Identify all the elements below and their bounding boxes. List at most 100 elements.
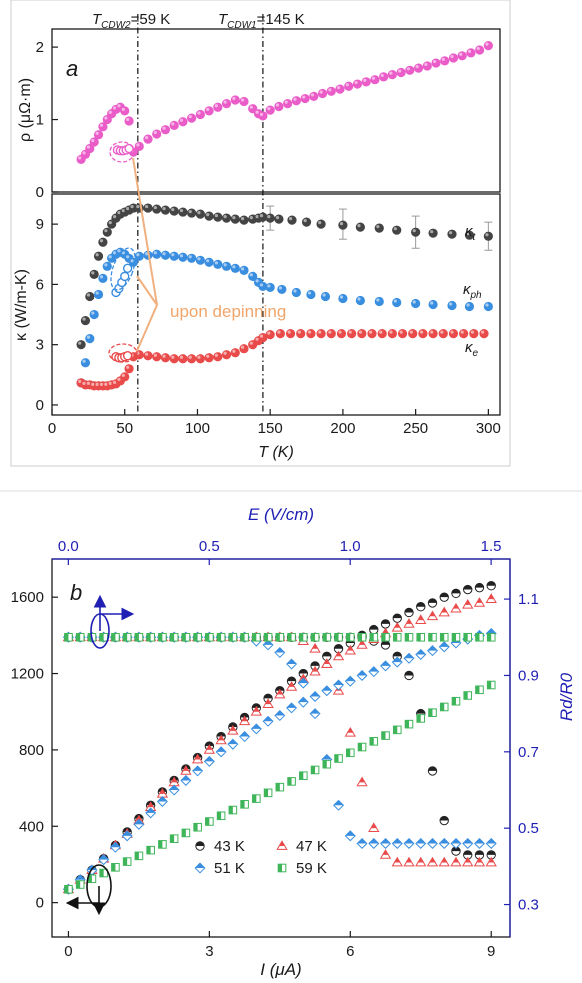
kappa-e-label: κe — [465, 339, 479, 359]
rho-point — [265, 105, 275, 115]
b-point-fill — [99, 869, 104, 877]
rho-point — [258, 111, 268, 121]
b-rd-point-fill — [287, 633, 292, 642]
kappa-point-highlight — [117, 377, 121, 381]
rho-point-highlight — [450, 54, 454, 59]
kappa-point — [221, 213, 232, 223]
rho-y-tick-label: 1 — [36, 112, 44, 129]
blue-axis-indicator — [90, 594, 135, 649]
b-rd-point-fill — [439, 838, 450, 844]
b-rd-point-fill — [487, 850, 496, 855]
kappa-point-highlight — [197, 210, 201, 215]
b-rd-point-fill — [416, 709, 425, 714]
rho-point — [134, 141, 144, 151]
kappa-point-highlight — [162, 252, 166, 256]
b-point-fill — [158, 840, 163, 849]
rho-point-highlight — [255, 110, 259, 114]
kappa-point — [408, 329, 418, 339]
kappa-point-highlight — [249, 273, 253, 277]
kappa-point-highlight — [78, 341, 82, 345]
b-point-fill — [287, 777, 292, 786]
kappa-point-highlight — [485, 233, 489, 237]
kappa-point — [204, 211, 214, 221]
b-point-fill — [286, 703, 297, 708]
b-rd-point-fill — [182, 633, 186, 642]
b-rd-point-fill — [323, 659, 331, 664]
kappa-point-highlight — [466, 303, 470, 307]
b-point-fill — [276, 689, 284, 695]
b-y2-tick-label: 0.7 — [518, 744, 539, 761]
tcdw2-label: TCDW2=59 K — [92, 11, 170, 31]
kappa-point-highlight — [99, 239, 104, 243]
rho-point-highlight — [145, 136, 149, 140]
kappa-point-highlight — [369, 330, 373, 334]
b-point-fill — [252, 794, 257, 803]
kappa-point — [230, 263, 240, 273]
kappa-point-highlight — [259, 214, 264, 218]
kappa-point-highlight — [153, 353, 157, 357]
b-point-fill — [358, 743, 363, 751]
kappa-point-highlight — [171, 253, 175, 257]
kappa-y-ticks: 0 3 6 9 — [36, 216, 58, 414]
b-point-fill — [452, 603, 460, 609]
kappa-point — [178, 207, 188, 217]
rho-point — [431, 58, 441, 68]
b-rd-point-fill — [240, 633, 245, 642]
kappa-point-highlight — [450, 330, 454, 334]
kappa-point-highlight — [86, 335, 91, 339]
b-rd-point-fill — [428, 633, 433, 642]
kappa-point-highlight — [126, 365, 130, 369]
rho-point-highlight — [197, 111, 201, 115]
b-rd-point-fill — [416, 633, 421, 642]
b-point-fill — [405, 720, 410, 728]
kappa-point-highlight — [358, 330, 363, 334]
b-point-fill — [405, 619, 413, 624]
b-point-fill — [345, 676, 356, 682]
rho-y-axis-label: ρ (μΩ·m) — [17, 78, 34, 142]
b-rd-point-fill — [64, 633, 69, 642]
kappa-point — [320, 291, 331, 302]
kappa-point-highlight — [259, 334, 264, 338]
kappa-point-highlight — [470, 330, 475, 334]
kappa-point — [160, 250, 171, 260]
b-point-fill — [216, 732, 226, 737]
kappa-point — [120, 271, 130, 282]
a-x-tick-label: 0 — [48, 420, 56, 437]
kappa-point-highlight — [339, 222, 344, 226]
kappa-point-highlight — [95, 291, 99, 295]
kappa-point-highlight — [303, 219, 307, 223]
b-point-fill — [416, 602, 425, 607]
kappa-point — [187, 208, 197, 218]
b-rd-point-fill — [357, 838, 367, 844]
rho-point-highlight — [206, 107, 210, 111]
panel-b-letter: b — [70, 580, 82, 605]
b-point-fill — [287, 676, 296, 682]
kappa-point-highlight — [328, 330, 332, 334]
kappa-point-highlight — [259, 283, 264, 287]
b-point-fill — [416, 714, 421, 723]
rho-point-highlight — [95, 131, 99, 135]
rho-point-highlight — [179, 118, 184, 122]
kappa-point-highlight — [153, 251, 157, 255]
b-rd-point-fill — [369, 633, 374, 642]
rho-point — [326, 86, 336, 96]
rho-point — [448, 53, 459, 63]
kappa-point — [213, 212, 223, 222]
b-point-fill — [428, 598, 437, 603]
rho-point — [309, 91, 319, 101]
kappa-point-highlight — [99, 275, 104, 279]
b-point-fill — [427, 645, 438, 651]
b-x2-tick-label: 1.0 — [340, 538, 361, 555]
kappa-point-highlight — [338, 330, 342, 334]
rho-point-highlight — [406, 67, 411, 71]
b-rd-point-fill — [463, 850, 472, 855]
kappa-y-tick-label: 6 — [36, 276, 44, 293]
b-point-fill — [263, 716, 273, 722]
kappa-point-highlight — [95, 382, 99, 386]
b-point-fill — [264, 789, 269, 797]
kappa-point-highlight — [289, 217, 293, 221]
b-point-fill — [299, 771, 304, 780]
kappa-point — [195, 354, 205, 364]
b-point-fill — [275, 710, 285, 716]
b-point-fill — [135, 815, 143, 821]
